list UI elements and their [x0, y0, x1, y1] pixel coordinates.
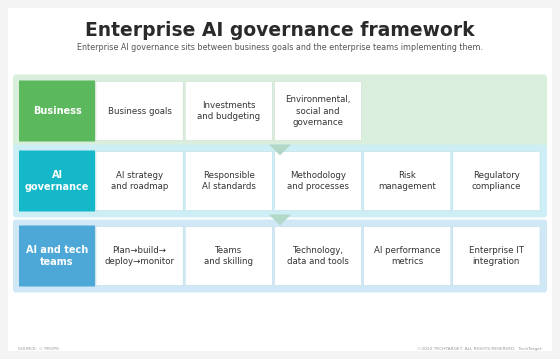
- FancyBboxPatch shape: [185, 227, 272, 285]
- FancyBboxPatch shape: [96, 81, 183, 140]
- Text: Investments
and budgeting: Investments and budgeting: [197, 101, 260, 121]
- Text: Business goals: Business goals: [108, 107, 171, 116]
- Text: AI strategy
and roadmap: AI strategy and roadmap: [111, 171, 169, 191]
- FancyBboxPatch shape: [8, 8, 552, 351]
- Text: ©2022 TECHTARGET. ALL RIGHTS RESERVED.  TechTarget: ©2022 TECHTARGET. ALL RIGHTS RESERVED. T…: [417, 347, 542, 351]
- Text: Regulatory
compliance: Regulatory compliance: [472, 171, 521, 191]
- Text: AI performance
metrics: AI performance metrics: [374, 246, 441, 266]
- Text: Enterprise IT
integration: Enterprise IT integration: [469, 246, 524, 266]
- FancyBboxPatch shape: [274, 81, 362, 140]
- Text: AI and tech
teams: AI and tech teams: [26, 245, 88, 267]
- FancyBboxPatch shape: [363, 227, 451, 285]
- FancyBboxPatch shape: [185, 81, 272, 140]
- FancyBboxPatch shape: [453, 151, 540, 210]
- Polygon shape: [269, 145, 291, 155]
- FancyBboxPatch shape: [13, 219, 547, 293]
- FancyBboxPatch shape: [363, 151, 451, 210]
- Text: Plan→build→
deploy→monitor: Plan→build→ deploy→monitor: [105, 246, 175, 266]
- FancyBboxPatch shape: [13, 145, 547, 218]
- Text: Technology,
data and tools: Technology, data and tools: [287, 246, 349, 266]
- FancyBboxPatch shape: [19, 225, 95, 286]
- Polygon shape: [269, 214, 291, 225]
- FancyBboxPatch shape: [185, 151, 272, 210]
- FancyBboxPatch shape: [274, 227, 362, 285]
- FancyBboxPatch shape: [19, 80, 95, 141]
- Text: SOURCE: © PROPS: SOURCE: © PROPS: [18, 347, 59, 351]
- FancyBboxPatch shape: [19, 150, 95, 211]
- Text: Responsible
AI standards: Responsible AI standards: [202, 171, 256, 191]
- FancyBboxPatch shape: [274, 151, 362, 210]
- FancyBboxPatch shape: [96, 151, 183, 210]
- Text: Enterprise AI governance sits between business goals and the enterprise teams im: Enterprise AI governance sits between bu…: [77, 43, 483, 52]
- Text: Methodology
and processes: Methodology and processes: [287, 171, 349, 191]
- FancyBboxPatch shape: [96, 227, 183, 285]
- FancyBboxPatch shape: [453, 227, 540, 285]
- Text: Teams
and skilling: Teams and skilling: [204, 246, 253, 266]
- Text: AI
governance: AI governance: [25, 170, 89, 192]
- Text: Business: Business: [32, 106, 81, 116]
- Text: Enterprise AI governance framework: Enterprise AI governance framework: [85, 22, 475, 41]
- Text: Environmental,
social and
governance: Environmental, social and governance: [285, 95, 351, 127]
- Text: Risk
management: Risk management: [378, 171, 436, 191]
- FancyBboxPatch shape: [13, 75, 547, 148]
